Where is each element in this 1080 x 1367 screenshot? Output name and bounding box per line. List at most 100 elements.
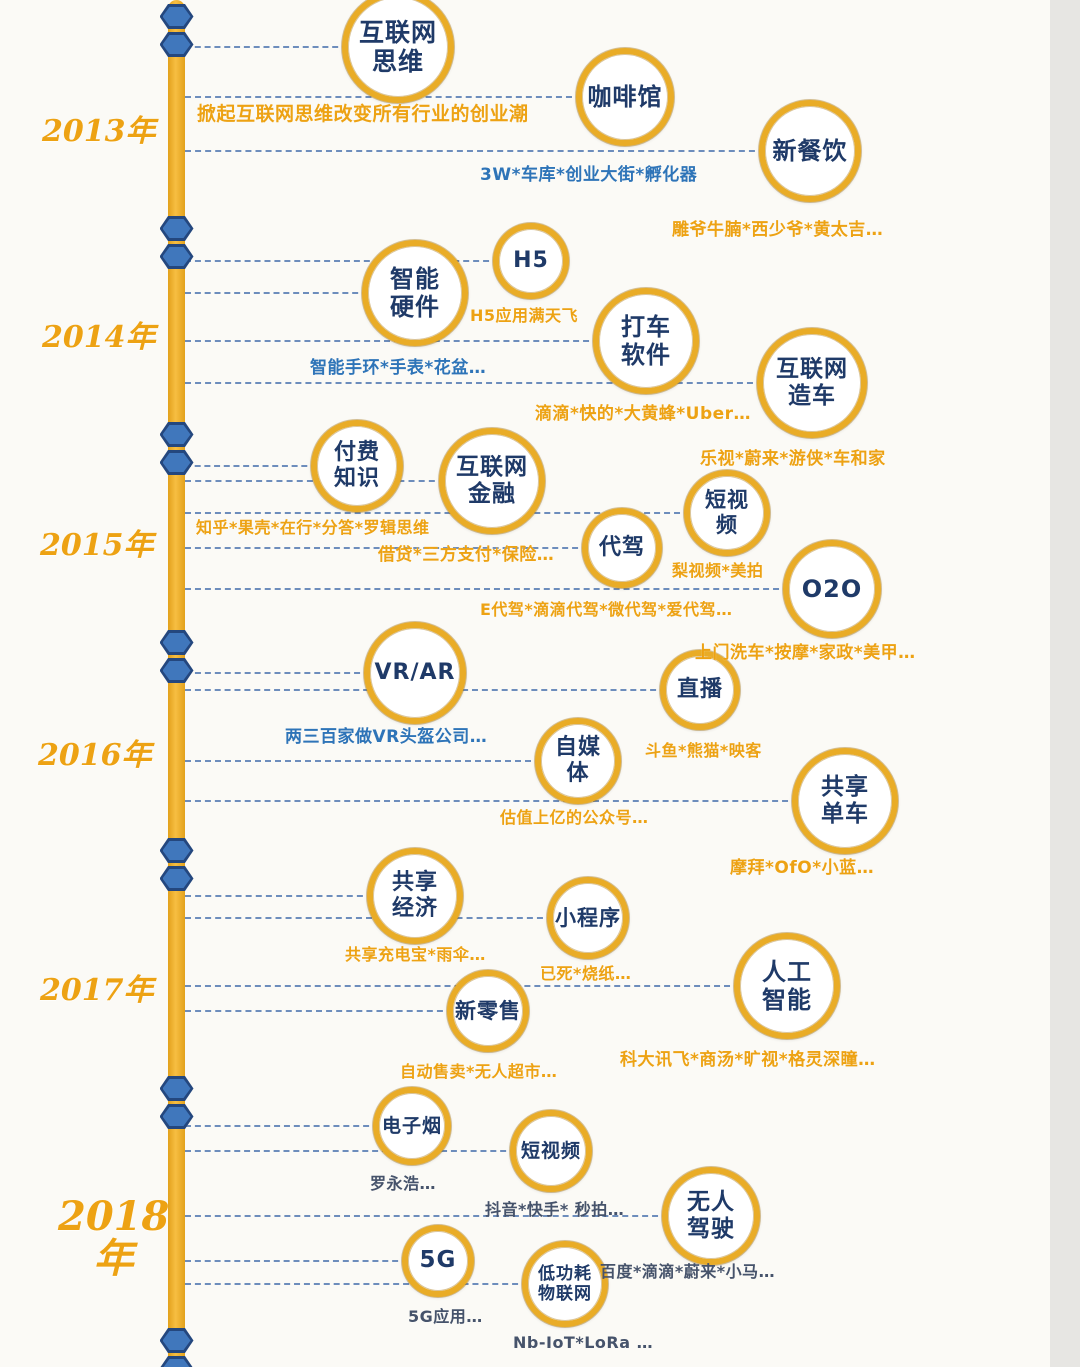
bubble-paid-knowledge: 付费 知识 bbox=[311, 420, 403, 512]
caption-vr-ar: 两三百家做VR头盔公司… bbox=[285, 727, 488, 747]
bubble-ride-hailing: 打车 软件 bbox=[593, 288, 699, 394]
leader-line-o2o bbox=[185, 588, 789, 590]
bubble-coffee-shop: 咖啡馆 bbox=[576, 48, 674, 146]
timeline-node-hexagon-icon bbox=[159, 216, 194, 241]
bubble-designated-driving: 代驾 bbox=[582, 508, 662, 588]
caption-autonomous-driving: 百度*滴滴*蔚来*小马… bbox=[600, 1262, 776, 1281]
bubble-live-streaming: 直播 bbox=[660, 650, 740, 730]
caption-five-g: 5G应用… bbox=[408, 1307, 483, 1326]
year-label-4: 2016年 bbox=[38, 738, 152, 773]
bubble-label-autonomous-driving: 无人 驾驶 bbox=[687, 1188, 735, 1242]
bubble-label-e-cigarettes: 电子烟 bbox=[381, 1114, 442, 1137]
timeline-node-hexagon-icon bbox=[159, 244, 194, 269]
leader-line-internet-car-making bbox=[185, 382, 763, 384]
leader-line-mini-programs bbox=[185, 917, 553, 919]
caption-ride-hailing: 滴滴*快的*大黄蜂*Uber… bbox=[535, 404, 752, 424]
caption-mini-programs: 已死*烧纸… bbox=[540, 964, 632, 983]
caption-artificial-intelligence: 科大讯飞*商汤*旷视*格灵深瞳… bbox=[620, 1050, 876, 1070]
leader-line-e-cigarettes bbox=[185, 1125, 379, 1127]
leader-line-paid-knowledge bbox=[185, 465, 317, 467]
bubble-label-short-video-2015: 短视 频 bbox=[705, 488, 749, 537]
leader-line-sharing-economy bbox=[185, 895, 373, 897]
leader-line-self-media bbox=[185, 760, 541, 762]
bubble-smart-hardware: 智能 硬件 bbox=[362, 240, 468, 346]
timeline-node-hexagon-icon bbox=[159, 658, 194, 683]
caption-internet-thinking: 掀起互联网思维改变所有行业的创业潮 bbox=[197, 103, 529, 125]
timeline-node-hexagon-icon bbox=[159, 422, 194, 447]
timeline-bar bbox=[168, 0, 185, 1367]
caption-live-streaming: 斗鱼*熊猫*映客 bbox=[645, 741, 762, 760]
bubble-label-new-dining: 新餐饮 bbox=[772, 136, 848, 165]
leader-line-autonomous-driving bbox=[185, 1215, 668, 1217]
bubble-label-internet-car-making: 互联网 造车 bbox=[776, 355, 848, 409]
bubble-label-bike-sharing: 共享 单车 bbox=[821, 773, 869, 827]
leader-line-smart-hardware bbox=[185, 292, 368, 294]
caption-e-cigarettes: 罗永浩… bbox=[370, 1174, 437, 1193]
caption-bike-sharing: 摩拜*OfO*小蓝… bbox=[730, 858, 875, 878]
caption-new-retail: 自动售卖*无人超市… bbox=[400, 1062, 558, 1081]
bubble-label-internet-thinking: 互联网 思维 bbox=[358, 17, 437, 77]
bubble-bike-sharing: 共享 单车 bbox=[792, 748, 898, 854]
bubble-label-smart-hardware: 智能 硬件 bbox=[390, 264, 440, 321]
bubble-label-vr-ar: VR/AR bbox=[374, 660, 456, 686]
bubble-label-short-video-2018: 短视频 bbox=[520, 1139, 581, 1162]
leader-line-five-g bbox=[185, 1260, 408, 1262]
leader-line-new-retail bbox=[185, 1010, 453, 1012]
bubble-label-live-streaming: 直播 bbox=[676, 677, 723, 703]
timeline-node-hexagon-icon bbox=[159, 1356, 194, 1367]
year-label-5: 2017年 bbox=[40, 973, 154, 1008]
bubble-label-low-power-iot: 低功耗 物联网 bbox=[538, 1263, 592, 1304]
bubble-label-self-media: 自媒 体 bbox=[554, 735, 601, 786]
timeline-node-hexagon-icon bbox=[159, 32, 194, 57]
timeline-node-hexagon-icon bbox=[159, 1076, 194, 1101]
caption-short-video-2018: 抖音*快手* 秒拍… bbox=[485, 1200, 625, 1219]
caption-smart-hardware: 智能手环*手表*花盆… bbox=[310, 358, 487, 378]
year-label-2: 2014年 bbox=[42, 320, 156, 355]
year-label-1: 2013年 bbox=[42, 114, 156, 149]
bubble-e-cigarettes: 电子烟 bbox=[373, 1087, 451, 1165]
bubble-label-internet-finance: 互联网 金融 bbox=[456, 453, 528, 507]
year-label-3: 2015年 bbox=[40, 528, 154, 563]
caption-coffee-shop: 3W*车库*创业大街*孵化器 bbox=[480, 165, 698, 185]
leader-line-h5 bbox=[185, 260, 499, 262]
year-label-6: 2018 年 bbox=[58, 1193, 170, 1282]
leader-line-new-dining bbox=[185, 150, 765, 152]
bubble-internet-finance: 互联网 金融 bbox=[439, 428, 545, 534]
timeline-node-hexagon-icon bbox=[159, 838, 194, 863]
caption-sharing-economy: 共享充电宝*雨伞… bbox=[345, 945, 486, 964]
leader-line-vr-ar bbox=[185, 672, 370, 674]
bubble-label-mini-programs: 小程序 bbox=[555, 905, 621, 930]
bubble-label-paid-knowledge: 付费 知识 bbox=[333, 440, 380, 491]
caption-low-power-iot: Nb-IoT*LoRa … bbox=[513, 1333, 654, 1352]
bubble-vr-ar: VR/AR bbox=[364, 622, 466, 724]
bubble-label-ride-hailing: 打车 软件 bbox=[621, 312, 671, 369]
caption-internet-finance: 借贷*三方支付*保险… bbox=[378, 545, 555, 565]
bubble-label-o2o: O2O bbox=[801, 574, 863, 603]
bubble-label-designated-driving: 代驾 bbox=[598, 535, 645, 561]
bubble-internet-car-making: 互联网 造车 bbox=[757, 328, 867, 438]
bubble-sharing-economy: 共享 经济 bbox=[367, 848, 463, 944]
bubble-autonomous-driving: 无人 驾驶 bbox=[662, 1167, 760, 1265]
bubble-mini-programs: 小程序 bbox=[547, 877, 629, 959]
right-edge-strip bbox=[1050, 0, 1080, 1367]
bubble-label-artificial-intelligence: 人工 智能 bbox=[762, 957, 812, 1014]
leader-line-internet-thinking bbox=[185, 46, 348, 48]
bubble-label-sharing-economy: 共享 经济 bbox=[391, 870, 438, 921]
timeline-node-hexagon-icon bbox=[159, 4, 194, 29]
bubble-short-video-2018: 短视频 bbox=[510, 1110, 592, 1192]
caption-self-media: 估值上亿的公众号… bbox=[500, 808, 649, 827]
caption-h5: H5应用满天飞 bbox=[470, 306, 579, 325]
timeline-node-hexagon-icon bbox=[159, 630, 194, 655]
bubble-five-g: 5G bbox=[402, 1225, 474, 1297]
bubble-self-media: 自媒 体 bbox=[535, 718, 621, 804]
caption-internet-car-making: 乐视*蔚来*游侠*车和家 bbox=[700, 449, 886, 469]
timeline-node-hexagon-icon bbox=[159, 1328, 194, 1353]
bubble-label-coffee-shop: 咖啡馆 bbox=[587, 82, 663, 111]
bubble-internet-thinking: 互联网 思维 bbox=[342, 0, 454, 103]
bubble-new-retail: 新零售 bbox=[447, 970, 529, 1052]
bubble-label-new-retail: 新零售 bbox=[455, 998, 521, 1023]
bubble-new-dining: 新餐饮 bbox=[759, 100, 861, 202]
bubble-h5: H5 bbox=[493, 223, 569, 299]
caption-o2o: 上门洗车*按摩*家政*美甲… bbox=[695, 643, 916, 663]
